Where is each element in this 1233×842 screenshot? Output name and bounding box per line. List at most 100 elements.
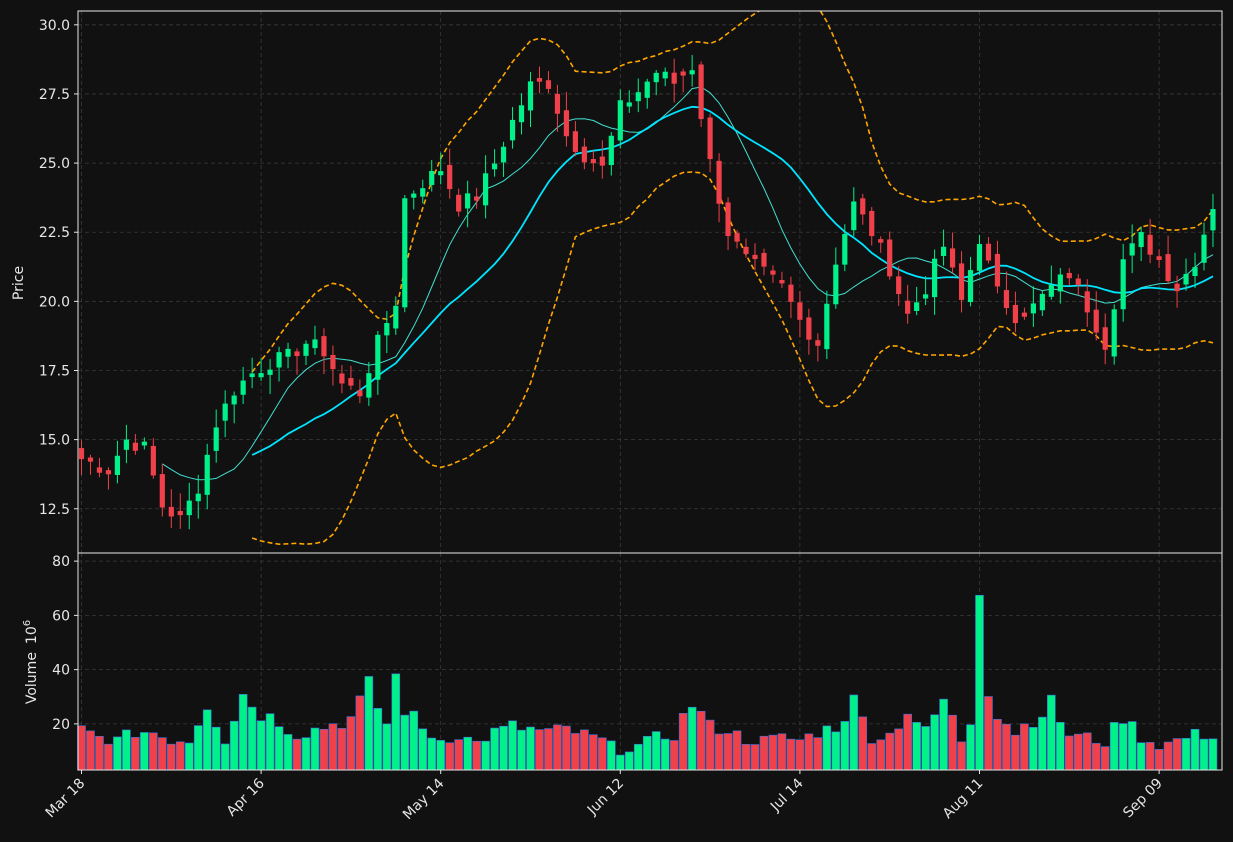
volume-axis-exponent-base: 10 (24, 626, 40, 644)
volume-bar (966, 724, 975, 771)
volume-bar (1199, 738, 1209, 771)
candle-body (976, 243, 983, 271)
candle-body (563, 110, 570, 137)
volume-bar (1065, 735, 1074, 771)
volume-bar (220, 743, 230, 771)
volume-bar (1011, 734, 1020, 771)
candle-body (105, 470, 112, 475)
candle-body (491, 163, 498, 170)
moving-averages (162, 86, 1214, 481)
candle-body (420, 188, 426, 197)
candle-body (985, 243, 992, 261)
upper-band-line (251, 11, 1214, 373)
volume-bar (589, 734, 598, 771)
candle-body (339, 373, 345, 384)
volume-bar (894, 728, 903, 771)
volume-bar (1029, 727, 1038, 771)
volume-panel: 20 40 60 80 Volume 106 (22, 552, 1223, 771)
candle-body (994, 253, 1001, 287)
candle-body (662, 71, 668, 79)
volume-bar (1154, 749, 1164, 771)
price-axis-label: Price (11, 266, 27, 300)
volume-bar (867, 743, 877, 771)
candle-body (644, 81, 650, 98)
candle-body (456, 194, 462, 212)
volume-bar (723, 733, 733, 771)
candle-body (779, 279, 785, 284)
candle-body (1093, 309, 1099, 333)
volume-bar (544, 728, 553, 771)
volume-bar (921, 726, 930, 771)
candle-body (1012, 304, 1019, 324)
volume-bar (876, 739, 886, 771)
volume-bar (777, 733, 787, 771)
candle-body (447, 164, 453, 190)
volume-bar (831, 731, 841, 771)
volume-bar (113, 736, 122, 771)
candle-body (653, 72, 659, 83)
candle-body (967, 270, 974, 303)
volume-bar (95, 735, 104, 771)
volume-bar (1127, 721, 1137, 771)
volume-tick-label: 40 (52, 663, 70, 679)
volume-bar (265, 713, 275, 771)
volume-bar (409, 710, 419, 771)
candle-body (357, 390, 363, 397)
volume-bar (427, 737, 437, 771)
candle-body (249, 373, 255, 378)
price-tick-label: 25.0 (39, 156, 70, 172)
volume-bar (400, 714, 410, 771)
volume-bar (598, 737, 607, 771)
candle-body (429, 171, 435, 185)
volume-bar (131, 737, 140, 771)
volume-bar (903, 713, 912, 771)
candle-body (689, 70, 695, 75)
candle-body (1147, 234, 1153, 255)
volume-bar (301, 737, 311, 771)
volume-bar (759, 735, 769, 771)
candle-body (186, 500, 192, 516)
candle-body (940, 246, 947, 257)
candle-body (509, 119, 516, 141)
volume-bar (517, 729, 526, 771)
candle-body (150, 445, 156, 476)
volume-bar (238, 694, 248, 771)
candle-body (321, 336, 327, 357)
candle-body (806, 317, 812, 340)
volume-bar (472, 740, 481, 771)
volume-bar (687, 706, 697, 771)
lower-band-line (251, 171, 1214, 546)
volume-bar (786, 738, 796, 771)
volume-bar (858, 716, 868, 771)
candle-body (348, 378, 354, 386)
volume-axis-exponent-power: 6 (22, 620, 33, 626)
candle-body (1111, 309, 1117, 357)
volume-bar (1038, 716, 1047, 771)
volume-bar (633, 743, 643, 771)
candle-body (1156, 256, 1162, 260)
volume-bar (346, 716, 356, 771)
candle-body (294, 351, 300, 357)
volume-bar (912, 722, 921, 771)
candle-body (222, 403, 228, 421)
volume-bar (948, 714, 957, 771)
volume-bar (1020, 723, 1029, 771)
candle-body (438, 171, 444, 176)
candle-body (743, 246, 749, 254)
candle-body (905, 300, 911, 314)
volume-bar (310, 727, 320, 771)
candle-body (887, 239, 893, 277)
candle-body (671, 72, 677, 84)
volume-bar (705, 719, 715, 771)
ma-fast-line (162, 86, 1214, 481)
candle-body (878, 239, 884, 243)
candle-body (1210, 209, 1216, 231)
volume-bar (167, 743, 176, 771)
volume-bar (364, 676, 374, 771)
volume-bar (1181, 738, 1191, 771)
volume-bar (804, 733, 814, 771)
candle-body (725, 202, 731, 237)
candle-body (680, 71, 686, 76)
candle-body (815, 340, 821, 346)
volume-bar (1118, 723, 1128, 771)
